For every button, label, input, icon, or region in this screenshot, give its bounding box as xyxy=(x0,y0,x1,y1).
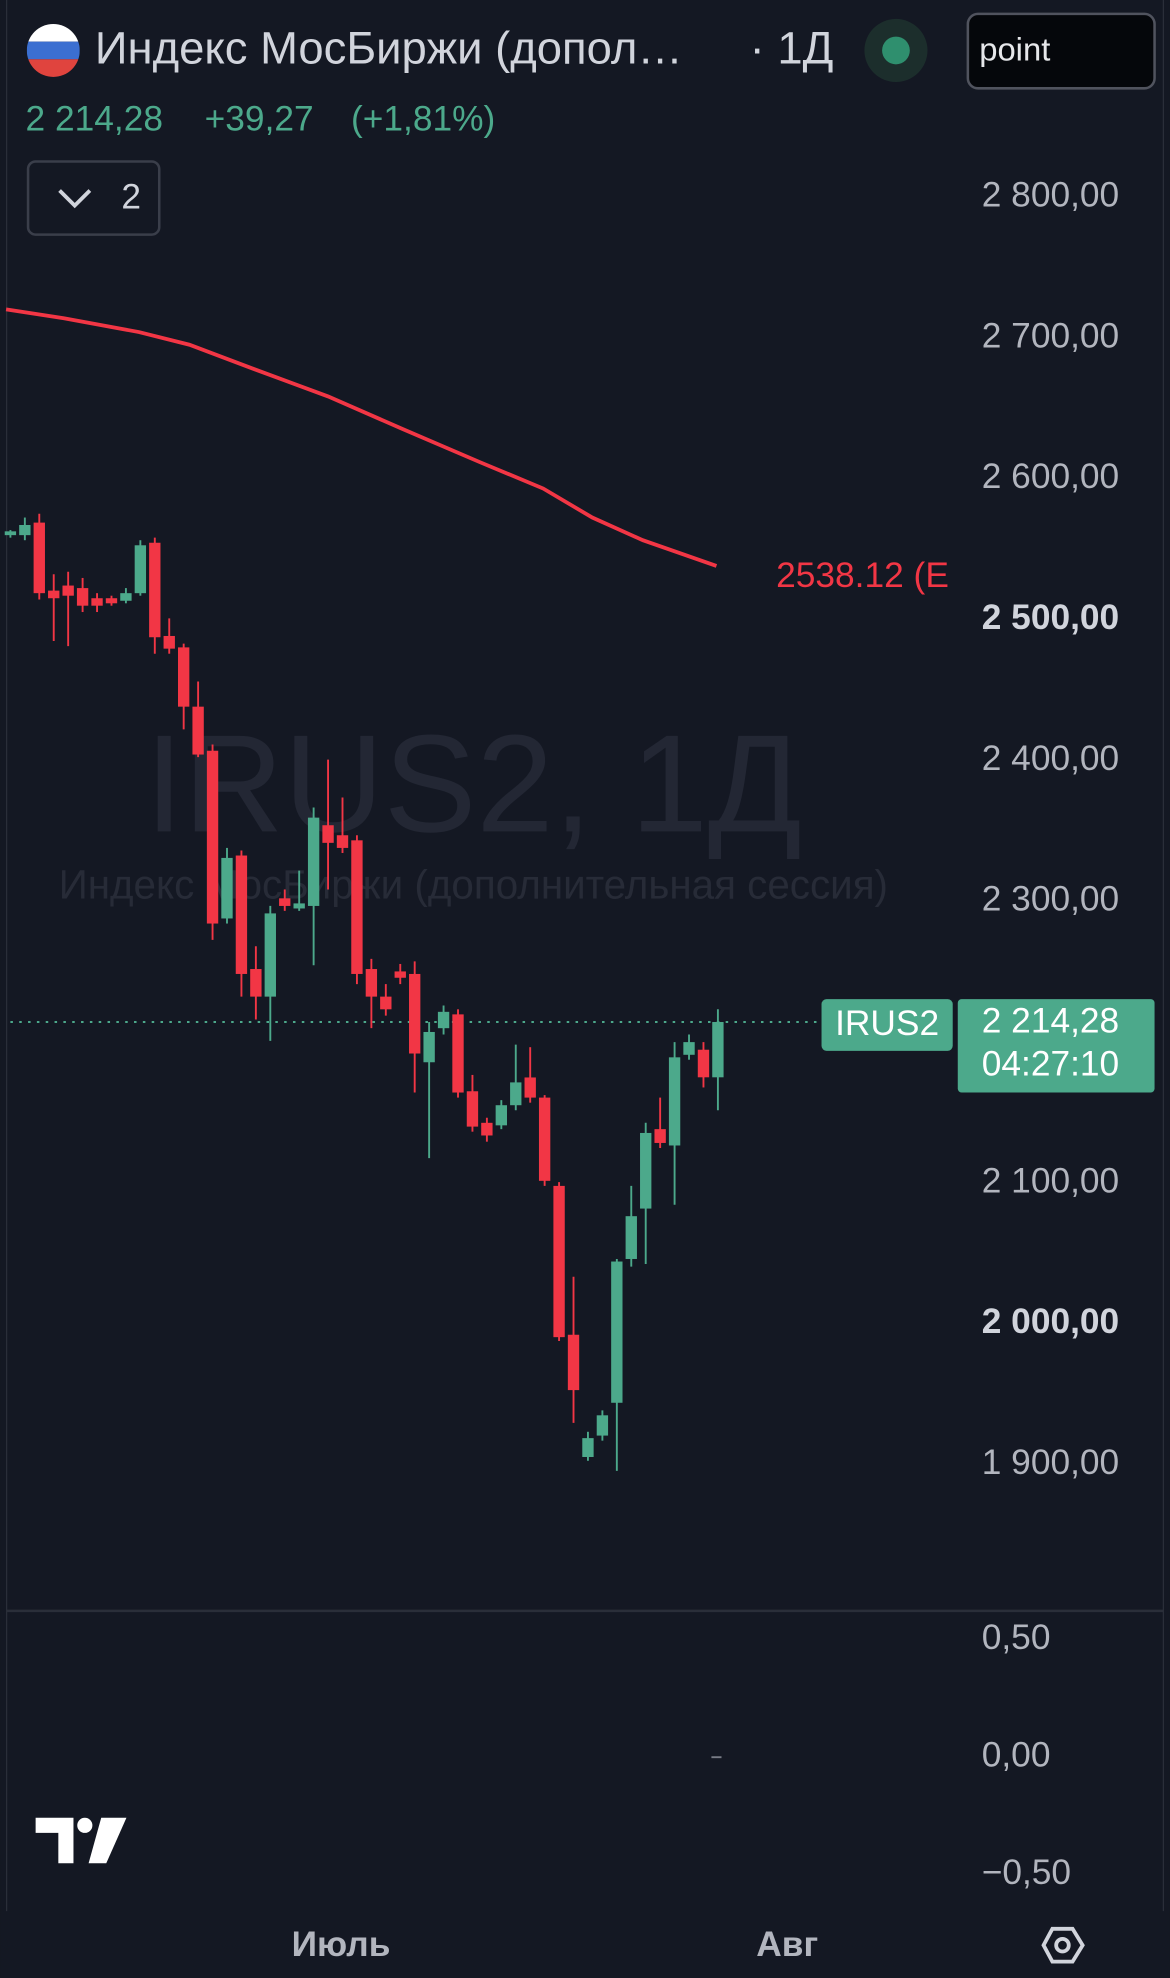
candle-body xyxy=(206,750,219,924)
candle-body xyxy=(307,817,320,906)
candle-body xyxy=(279,898,291,906)
candle-body xyxy=(293,903,305,909)
change-pct: (+1,81%) xyxy=(351,99,495,138)
y-tick-label: 2 600,00 xyxy=(982,457,1119,496)
candle-body xyxy=(336,835,349,848)
chevron xyxy=(58,189,92,209)
candle-body xyxy=(596,1415,609,1436)
candle-body xyxy=(466,1091,479,1127)
candle-body xyxy=(553,1185,565,1338)
change: +39,27 xyxy=(205,99,314,138)
candle-body xyxy=(365,969,378,997)
candle-body xyxy=(495,1105,508,1126)
candle-body xyxy=(48,590,60,599)
y-tick-label: 2 000,00 xyxy=(982,1302,1119,1341)
candle-body xyxy=(481,1122,493,1136)
candle-body xyxy=(19,525,31,536)
candle-body xyxy=(683,1042,695,1055)
price-tag xyxy=(957,999,1155,1093)
countdown: 04:27:10 xyxy=(982,1044,1119,1083)
candle-body xyxy=(697,1049,710,1078)
candle-body xyxy=(712,1022,724,1078)
settings-icon[interactable] xyxy=(1041,1926,1085,1964)
candle-body xyxy=(149,542,161,638)
moving-average xyxy=(5,307,718,568)
candle-body xyxy=(322,825,334,843)
watermark-sub: Индекс МосБиржи (дополнительная сессия) xyxy=(59,862,888,908)
candle-body xyxy=(640,1132,652,1209)
watermark: IRUS2, 1Д xyxy=(145,706,802,861)
indicator-count[interactable]: 2 xyxy=(121,178,141,217)
status-dot xyxy=(882,36,910,65)
interval[interactable]: · 1Д xyxy=(750,23,834,74)
candle-body xyxy=(91,598,103,606)
symbol-tag xyxy=(821,999,953,1051)
candle-body xyxy=(33,522,45,594)
candle-body xyxy=(351,840,363,974)
x-tick-label: Авг xyxy=(756,1925,818,1964)
y-tick-label: 2 700,00 xyxy=(982,316,1119,355)
lower-y-tick-label: 0,50 xyxy=(982,1618,1051,1657)
candle-body xyxy=(582,1438,594,1457)
y-tick-label: 2 400,00 xyxy=(982,739,1119,778)
candle-body xyxy=(264,913,276,997)
candle-body xyxy=(163,635,175,649)
logo xyxy=(35,1817,127,1864)
y-tick-label: 2 500,00 xyxy=(982,598,1119,637)
candle-body xyxy=(437,1011,450,1029)
candle-body xyxy=(394,971,406,978)
search-text[interactable]: point xyxy=(979,30,1050,67)
title: Индекс МосБиржи (допол… xyxy=(95,23,683,74)
candle-body xyxy=(409,973,421,1054)
candle-body xyxy=(510,1082,522,1106)
candle-body xyxy=(250,969,262,997)
candle-body xyxy=(221,857,233,919)
candle-body xyxy=(567,1334,580,1391)
indicators-button[interactable] xyxy=(26,160,161,236)
candle-body xyxy=(654,1129,666,1143)
lower-y-tick-label: −0,50 xyxy=(982,1853,1071,1892)
candle-body xyxy=(120,593,132,601)
candle-body xyxy=(192,706,204,755)
y-tick-label: 1 900,00 xyxy=(982,1443,1119,1482)
x-tick-label: Июль xyxy=(292,1925,391,1964)
candle-body xyxy=(611,1261,623,1403)
y-tick-label: 2 300,00 xyxy=(982,880,1119,919)
candle-body xyxy=(177,647,190,707)
candle-body xyxy=(625,1216,637,1259)
symbol-label: IRUS2 xyxy=(835,1004,939,1043)
candle-body xyxy=(452,1014,464,1093)
price: 2 214,28 xyxy=(26,99,163,138)
candle-body xyxy=(380,996,392,1010)
candle-body xyxy=(423,1031,435,1063)
price-tag-value: 2 214,28 xyxy=(982,1001,1119,1040)
candle-body xyxy=(4,531,17,536)
y-tick-label: 2 100,00 xyxy=(982,1161,1119,1200)
candle-body xyxy=(668,1057,681,1146)
candle-body xyxy=(524,1077,536,1098)
candle-body xyxy=(105,598,118,604)
ma-label: 2538.12 (E xyxy=(776,556,949,595)
candle-body xyxy=(134,545,147,594)
search-box[interactable] xyxy=(966,12,1156,90)
flag xyxy=(26,23,80,77)
candle-body xyxy=(76,588,89,606)
candle-body xyxy=(538,1097,551,1181)
lower-y-tick-label: 0,00 xyxy=(982,1736,1051,1775)
candle-body xyxy=(62,585,74,596)
y-tick-label: 2 800,00 xyxy=(982,175,1119,214)
candle-body xyxy=(235,855,248,974)
